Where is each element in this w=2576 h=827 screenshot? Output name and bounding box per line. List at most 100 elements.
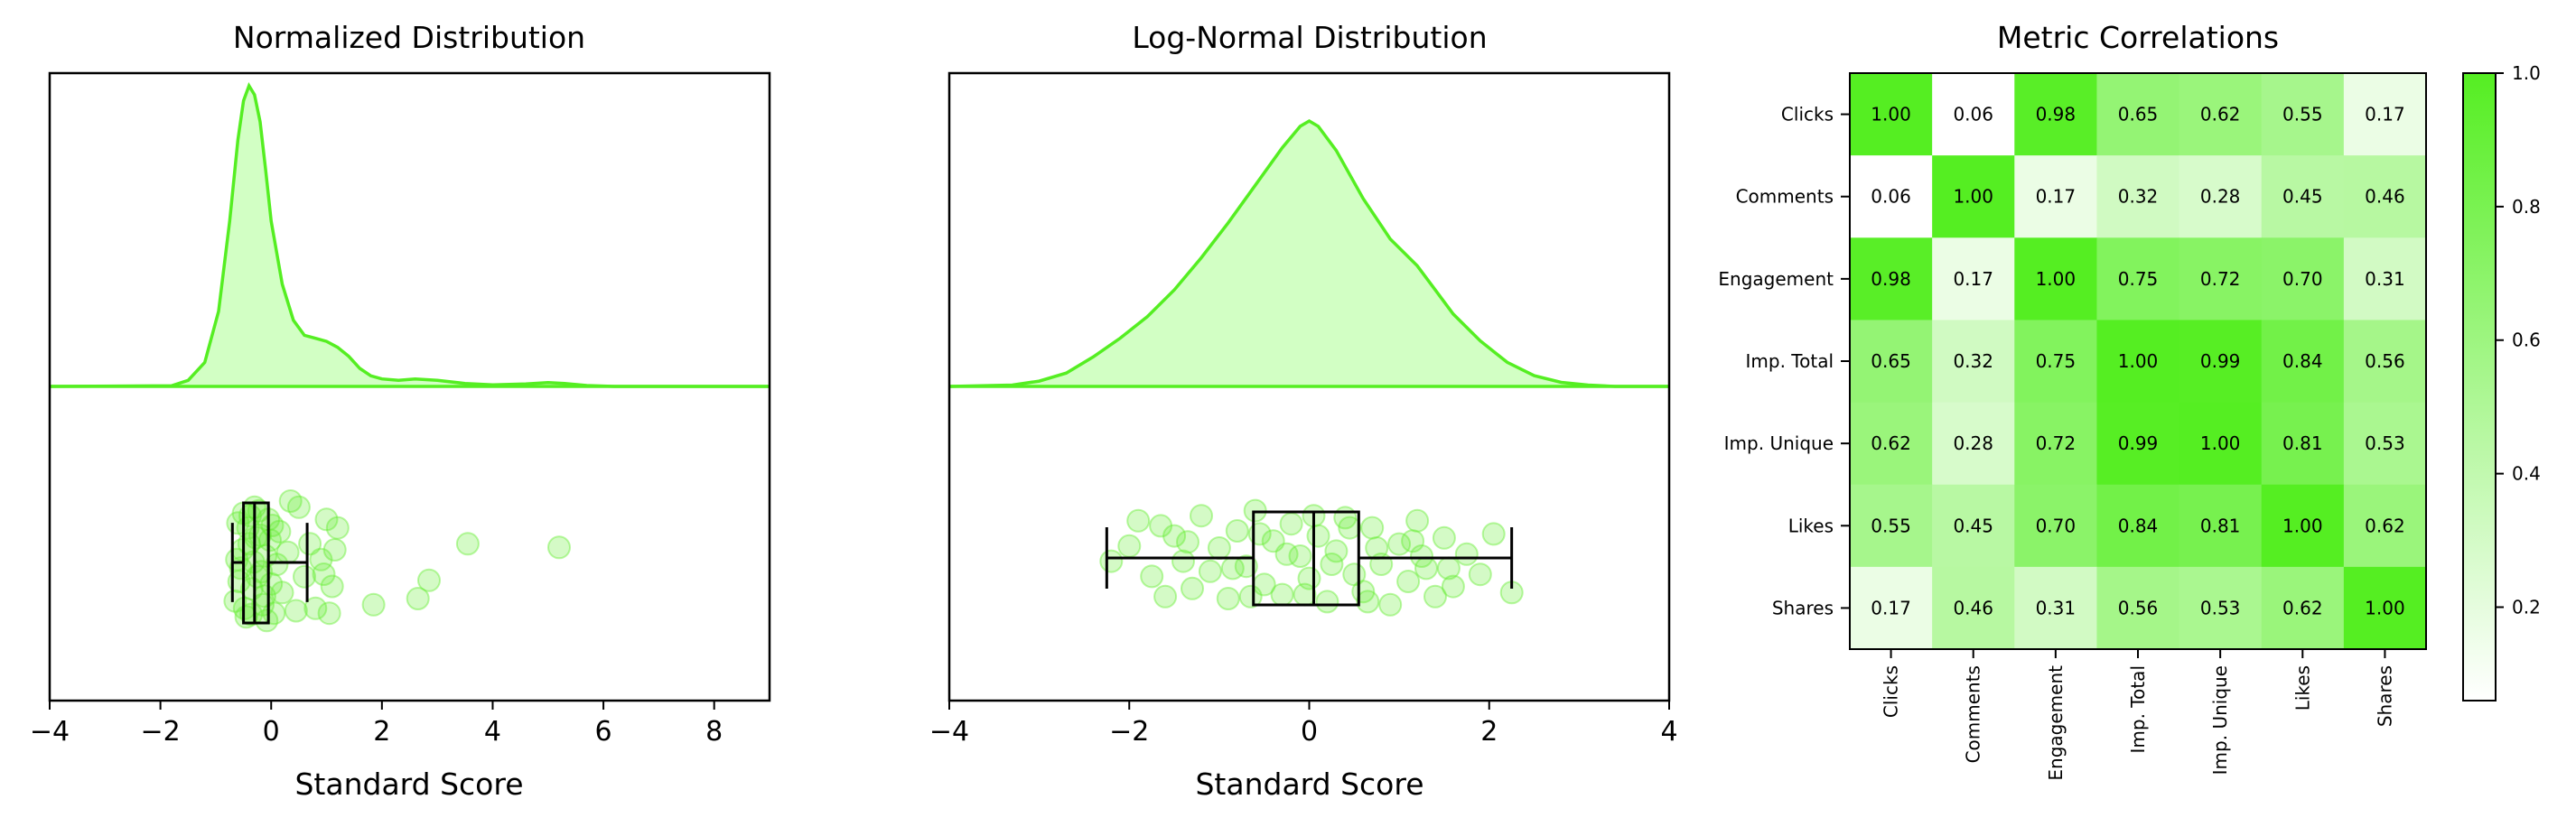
colorbar-tick-label: 0.8 xyxy=(2512,196,2541,218)
heatmap-cell-value: 0.46 xyxy=(1953,597,1993,618)
data-point xyxy=(258,528,282,553)
data-point xyxy=(1238,584,1263,609)
x-tick-label: 2 xyxy=(373,716,390,748)
data-point xyxy=(1225,519,1249,543)
heatmap-cell-value: 0.70 xyxy=(2282,268,2323,290)
data-point xyxy=(1356,590,1380,614)
data-point xyxy=(275,540,300,564)
data-point xyxy=(1181,576,1204,600)
heatmap-cell xyxy=(1850,73,1933,156)
heatmap-cell-value: 0.45 xyxy=(1953,515,1993,536)
heatmap-cell xyxy=(2261,402,2345,486)
heatmap-cell xyxy=(1850,237,1933,321)
data-point xyxy=(1481,522,1506,546)
data-point xyxy=(320,574,344,599)
heatmap-cell-value: 0.62 xyxy=(2365,515,2405,536)
data-point xyxy=(1216,587,1240,610)
y-tick-label: Shares xyxy=(1772,597,1834,618)
x-tick-label: Clicks xyxy=(1881,665,1902,718)
data-point xyxy=(267,519,292,544)
heatmap-cell-value: 0.81 xyxy=(2200,515,2241,536)
heatmap-cell xyxy=(2096,237,2180,321)
x-tick-label: −4 xyxy=(30,716,70,748)
data-point xyxy=(1288,544,1312,568)
data-point xyxy=(1099,549,1124,573)
colorbar-tick-label: 0.4 xyxy=(2512,463,2541,485)
normalized-distribution-panel: Normalized Distribution −4 −2 0 2 4 6 8 Standa… xyxy=(30,20,771,802)
x-tick-label: Shares xyxy=(2374,665,2395,727)
data-point xyxy=(259,571,284,596)
plot-frame xyxy=(48,71,771,702)
heatmap-cell-value: 0.56 xyxy=(2118,597,2159,618)
x-tick-label: 8 xyxy=(705,716,723,748)
data-point xyxy=(1198,559,1222,583)
data-point xyxy=(1274,542,1299,566)
heatmap-cell-value: 0.45 xyxy=(2282,186,2323,208)
heatmap-cell-value: 0.32 xyxy=(1953,350,1993,372)
box-iqr xyxy=(1252,510,1360,607)
data-point xyxy=(270,581,294,605)
data-point xyxy=(1162,524,1187,548)
data-point xyxy=(1207,536,1231,560)
data-point xyxy=(1140,564,1164,589)
data-point xyxy=(1320,553,1344,576)
heatmap-cell xyxy=(2179,402,2263,486)
heatmap-cell xyxy=(2343,320,2427,404)
data-point xyxy=(293,564,316,589)
heatmap-cell xyxy=(2261,484,2345,568)
x-tick-label: 0 xyxy=(1301,716,1318,748)
data-point xyxy=(1432,525,1456,550)
heatmap-cell xyxy=(2014,402,2097,486)
heatmap-cell xyxy=(2096,566,2180,650)
y-tick-label: Likes xyxy=(1788,515,1834,536)
data-point xyxy=(1338,516,1362,540)
heatmap-cell-value: 0.98 xyxy=(1871,268,1911,290)
x-axis-label: Standard Score xyxy=(1195,767,1423,802)
heatmap-cell-value: 0.62 xyxy=(2282,597,2323,618)
heatmap-cell-value: 0.75 xyxy=(2036,350,2077,372)
chart-title: Normalized Distribution xyxy=(233,20,585,55)
heatmap-cell xyxy=(2014,484,2097,568)
heatmap-cell xyxy=(2014,155,2097,238)
heatmap-cell xyxy=(2261,566,2345,650)
heatmap-cell-value: 0.98 xyxy=(2036,104,2077,125)
heatmap-cell-value: 0.55 xyxy=(2282,104,2323,125)
kde-line xyxy=(948,118,1669,388)
heatmap-cell xyxy=(1850,320,1933,404)
data-point xyxy=(239,602,264,627)
heatmap-cell-value: 0.81 xyxy=(2282,432,2323,454)
data-point xyxy=(265,553,289,577)
heatmap-cell-value: 0.62 xyxy=(1871,432,1911,454)
heatmap-cell xyxy=(1932,155,2015,238)
kde-line xyxy=(49,81,770,388)
y-tick-label: Clicks xyxy=(1781,104,1834,125)
heatmap-cell xyxy=(1932,237,2015,321)
data-point xyxy=(1171,549,1195,573)
data-point xyxy=(1261,529,1285,553)
heatmap-cell-value: 0.84 xyxy=(2282,350,2323,372)
x-tick-label: 6 xyxy=(595,716,612,748)
data-point xyxy=(1436,556,1461,581)
heatmap-cell xyxy=(1932,402,2015,486)
heatmap-cell-value: 0.53 xyxy=(2365,432,2405,454)
kde-area xyxy=(50,86,770,386)
data-point xyxy=(455,532,480,556)
data-point xyxy=(361,592,386,617)
box-iqr xyxy=(242,501,270,625)
x-axis-label: Standard Score xyxy=(294,767,523,802)
data-point xyxy=(260,514,285,537)
metric-correlations-panel: Metric Correlations 1.00 0.06 0.98 0.65 0.62… xyxy=(1718,20,2540,781)
data-point xyxy=(1324,539,1349,563)
heatmap-cell-value: 0.84 xyxy=(2118,515,2159,536)
data-point xyxy=(1441,574,1465,599)
data-point xyxy=(1423,584,1447,609)
data-point xyxy=(1220,556,1245,581)
data-point xyxy=(278,489,303,513)
heatmap-cell-value: 0.28 xyxy=(2200,186,2241,208)
data-point xyxy=(317,601,341,626)
heatmap-cell-value: 0.17 xyxy=(2036,186,2077,208)
heatmap-cell-value: 1.00 xyxy=(2200,432,2241,454)
heatmap-cell-value: 1.00 xyxy=(1871,104,1911,125)
data-point xyxy=(1279,512,1303,536)
heatmap-cell-value: 0.65 xyxy=(2118,104,2159,125)
